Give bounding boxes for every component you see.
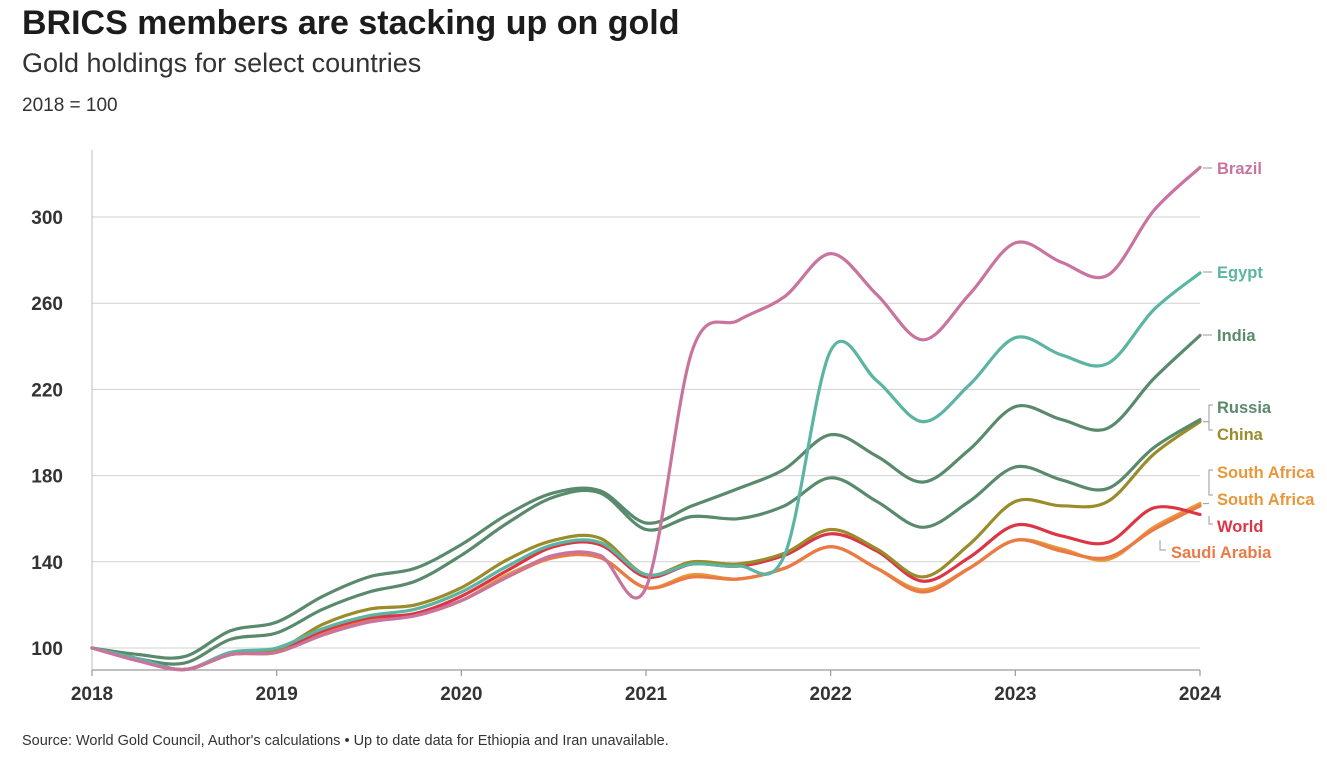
series-end-label: South Africa: [1217, 464, 1315, 482]
gridlines: [92, 216, 1200, 649]
series-end-label: South Africa: [1217, 491, 1315, 509]
label-connector: [1208, 516, 1213, 525]
series-line-china: [90, 420, 1202, 672]
y-tick-label: 300: [31, 208, 63, 229]
series-line-india: [90, 333, 1202, 660]
chart-title: BRICS members are stacking up on gold: [22, 4, 680, 42]
line-chart: 100 140 180 220 260 300 2018 2019 2020 2021 2022 20…: [31, 150, 1315, 705]
series-line-brazil: [90, 165, 1202, 672]
series-line-russia: [90, 418, 1202, 666]
series-end-label: Egypt: [1217, 264, 1263, 282]
series-lines: [90, 165, 1202, 672]
x-tick-label: 2018: [71, 684, 113, 705]
label-bracket: [1203, 404, 1213, 431]
series-end-label: World: [1217, 518, 1263, 536]
series-line-egypt: [90, 271, 1202, 672]
y-tick-label: 180: [31, 467, 63, 488]
y-tick-label: 100: [31, 639, 63, 660]
y-tick-label: 140: [31, 553, 63, 574]
chart-subtitle: Gold holdings for select countries: [22, 48, 422, 78]
source-note: Source: World Gold Council, Author's cal…: [22, 733, 669, 749]
series-end-label: China: [1217, 426, 1264, 444]
axes: 100 140 180 220 260 300 2018 2019 2020 2021 2022 20…: [31, 150, 1222, 705]
series-end-labels: Brazil Egypt India Russia China South Africa S…: [1159, 160, 1315, 562]
x-tick-label: 2022: [810, 684, 852, 705]
chart-unit-label: 2018 = 100: [22, 95, 118, 116]
series-end-label: Saudi Arabia: [1171, 544, 1272, 562]
series-end-label: Brazil: [1217, 160, 1262, 178]
series-end-label: India: [1217, 327, 1256, 345]
label-connector: [1159, 540, 1166, 551]
x-tick-label: 2021: [625, 684, 668, 705]
x-tick-label: 2024: [1179, 684, 1222, 705]
series-end-label: Russia: [1217, 399, 1272, 417]
label-bracket: [1203, 469, 1213, 505]
x-tick-label: 2019: [256, 684, 298, 705]
y-tick-label: 220: [31, 380, 63, 401]
x-tick-label: 2023: [994, 684, 1036, 705]
y-tick-label: 260: [31, 294, 63, 315]
x-tick-label: 2020: [440, 684, 482, 705]
